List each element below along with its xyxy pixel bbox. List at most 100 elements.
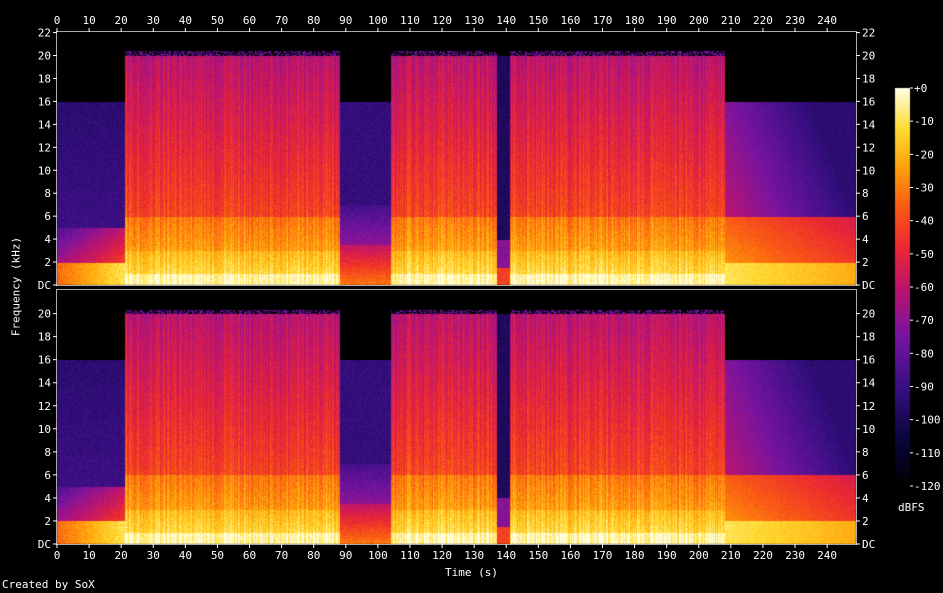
colorbar-tick-label: -60 [914,281,934,294]
x-tick-top-label: 140 [496,14,516,27]
y-tick-left-label-2: 10 [38,423,51,436]
y-tick-left-label-2: 12 [38,400,51,413]
y-tick-right-label-1: DC [862,279,875,292]
colorbar-unit-label: dBFS [898,501,925,514]
x-tick-bottom-label: 70 [275,549,288,562]
credit-text: Created by SoX [2,578,95,591]
x-tick-top-label: 80 [307,14,320,27]
x-tick-bottom-label: 160 [560,549,580,562]
x-tick-top-label: 90 [339,14,352,27]
y-tick-left-label-1: 4 [44,233,51,246]
y-tick-left-label-1: 2 [44,256,51,269]
x-tick-top-label: 120 [432,14,452,27]
y-tick-right-label-2: 10 [862,423,875,436]
x-tick-bottom-label: 140 [496,549,516,562]
x-tick-top-label: 180 [625,14,645,27]
x-tick-bottom-label: 240 [817,549,837,562]
x-tick-top-label: 20 [115,14,128,27]
x-tick-bottom-label: 10 [82,549,95,562]
x-tick-bottom-label: 20 [115,549,128,562]
x-tick-bottom-label: 50 [211,549,224,562]
x-tick-top-label: 130 [464,14,484,27]
colorbar-tick-label: -110 [914,447,941,460]
x-tick-top-label: 70 [275,14,288,27]
y-tick-right-label-1: 22 [862,27,875,40]
colorbar-tick-label: -120 [914,480,941,493]
y-tick-right-label-2: DC [862,538,875,551]
x-tick-top-label: 220 [753,14,773,27]
y-tick-left-label-1: 18 [38,72,51,85]
x-tick-bottom-label: 200 [689,549,709,562]
x-tick-bottom-label: 40 [179,549,192,562]
y-tick-right-label-2: 8 [862,446,869,459]
y-tick-right-label-2: 4 [862,492,869,505]
x-tick-bottom-label: 120 [432,549,452,562]
colorbar-tick-label: -30 [914,182,934,195]
y-tick-left-label-2: 4 [44,492,51,505]
x-tick-top-label: 230 [785,14,805,27]
x-tick-bottom-label: 190 [657,549,677,562]
y-tick-left-label-1: 10 [38,164,51,177]
colorbar-tick-label: +0 [914,82,927,95]
y-tick-right-label-1: 4 [862,233,869,246]
x-tick-top-label: 160 [560,14,580,27]
y-tick-left-label-2: 14 [38,377,52,390]
colorbar-tick-label: -70 [914,314,934,327]
x-tick-bottom-label: 150 [528,549,548,562]
y-tick-right-label-2: 20 [862,308,875,321]
x-tick-top-label: 60 [243,14,256,27]
colorbar-tick-label: -90 [914,381,934,394]
x-tick-top-label: 200 [689,14,709,27]
x-tick-bottom-label: 100 [368,549,388,562]
panel-frame-1 [56,31,857,286]
x-tick-bottom-label: 60 [243,549,256,562]
y-tick-left-label-2: 20 [38,308,51,321]
colorbar-tick-label: -40 [914,215,934,228]
y-tick-right-label-2: 16 [862,354,875,367]
y-axis-label: Frequency (kHz) [9,236,23,337]
panel-frame-2 [56,289,857,545]
y-tick-left-label-1: DC [38,279,51,292]
x-tick-top-label: 190 [657,14,677,27]
x-tick-bottom-label: 220 [753,549,773,562]
x-tick-bottom-label: 30 [147,549,160,562]
y-tick-right-label-1: 6 [862,210,869,223]
y-tick-right-label-1: 20 [862,50,875,63]
x-axis-label: Time (s) [445,566,498,579]
x-tick-bottom-label: 0 [54,549,61,562]
y-tick-left-label-2: 6 [44,469,51,482]
x-tick-bottom-label: 230 [785,549,805,562]
x-tick-bottom-label: 110 [400,549,420,562]
y-tick-right-label-2: 12 [862,400,875,413]
y-tick-left-label-2: 18 [38,331,51,344]
y-tick-right-label-1: 8 [862,187,869,200]
y-tick-left-label-1: 12 [38,141,51,154]
x-tick-top-label: 50 [211,14,224,27]
colorbar-tick-label: -80 [914,347,934,360]
y-tick-left-label-2: 2 [44,515,51,528]
y-tick-right-label-1: 10 [862,164,875,177]
colorbar-tick-label: -100 [914,414,941,427]
x-tick-top-label: 100 [368,14,388,27]
y-tick-left-label-1: 16 [38,95,51,108]
x-tick-bottom-label: 170 [593,549,613,562]
x-tick-bottom-label: 90 [339,549,352,562]
colorbar-tick-label: -50 [914,248,934,261]
x-tick-top-label: 40 [179,14,192,27]
y-tick-left-label-1: 8 [44,187,51,200]
y-tick-left-label-1: 20 [38,50,51,63]
x-tick-bottom-label: 180 [625,549,645,562]
y-tick-right-label-1: 12 [862,141,875,154]
x-tick-top-label: 110 [400,14,420,27]
x-tick-top-label: 240 [817,14,837,27]
x-tick-top-label: 10 [82,14,95,27]
y-tick-right-label-1: 18 [862,72,875,85]
y-tick-right-label-2: 14 [862,377,876,390]
y-tick-right-label-1: 14 [862,118,876,131]
y-tick-right-label-2: 6 [862,469,869,482]
x-tick-top-label: 0 [54,14,61,27]
y-tick-right-label-1: 2 [862,256,869,269]
x-tick-top-label: 170 [593,14,613,27]
